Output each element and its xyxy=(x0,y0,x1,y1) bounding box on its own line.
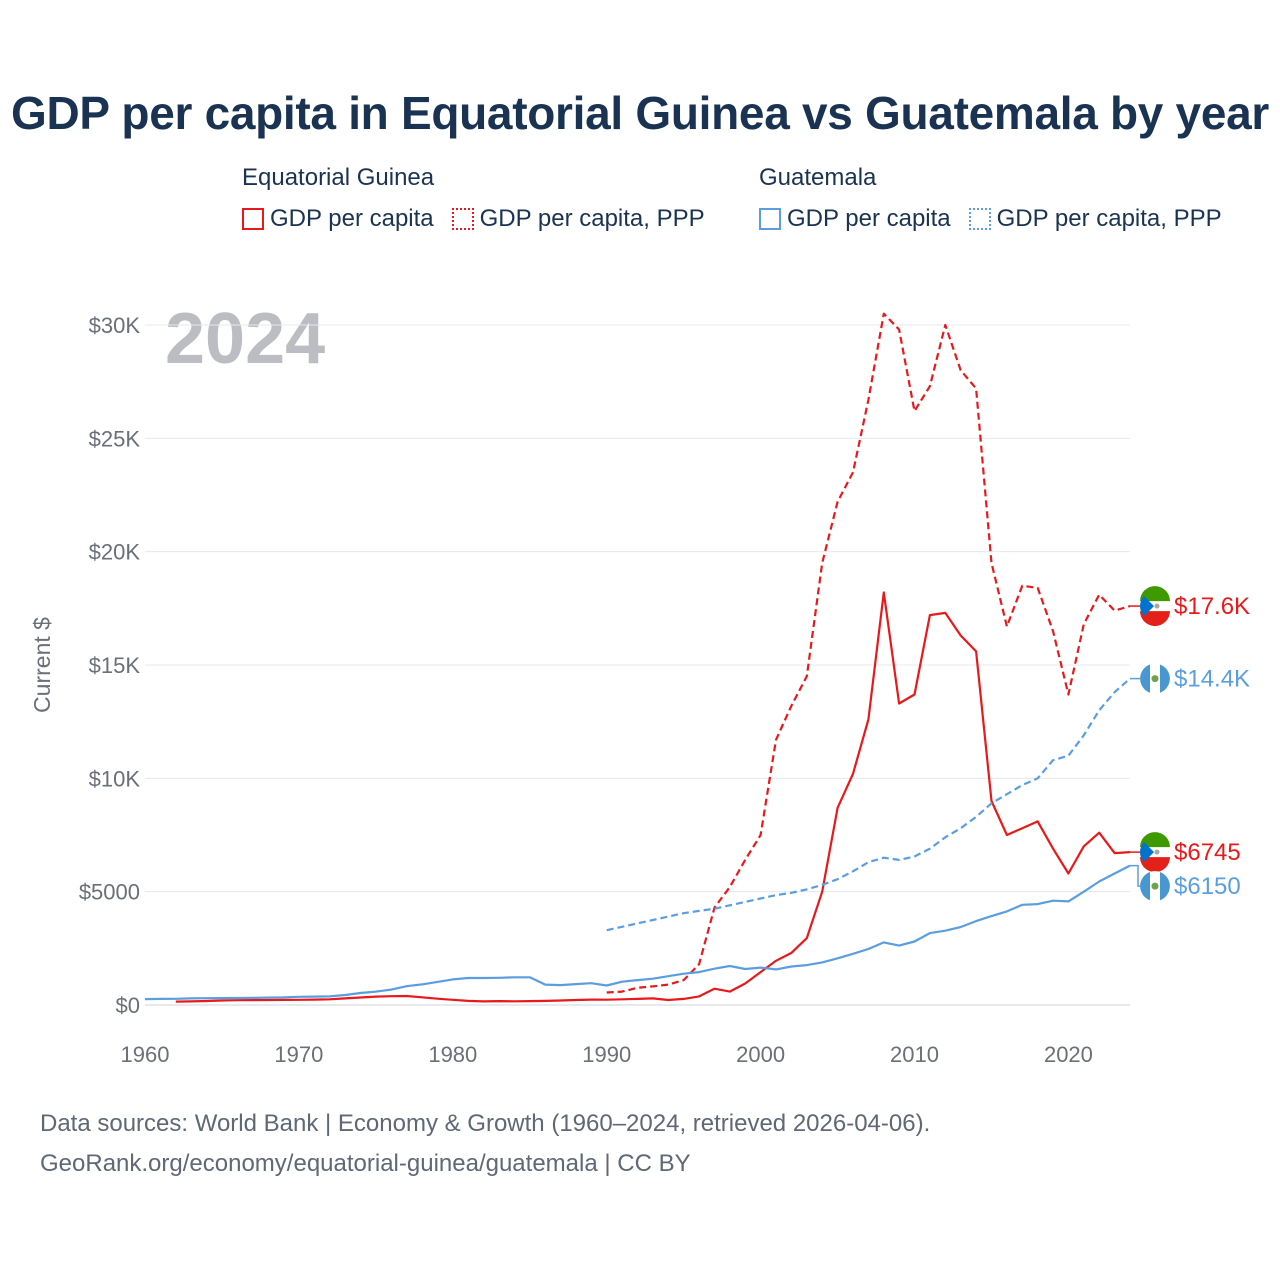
flag-band-blue-left xyxy=(1140,664,1150,693)
legend-item-gtm-gdp[interactable]: GDP per capita xyxy=(759,204,951,234)
series-line-1 xyxy=(606,312,1131,994)
data-source-note: Data sources: World Bank | Economy & Gro… xyxy=(40,1104,930,1184)
legend-group-name: Guatemala xyxy=(759,164,877,191)
legend-group-guatemala: Guatemala GDP per capita GDP per capita,… xyxy=(759,162,1222,234)
y-tick-label: $0 xyxy=(116,993,140,1018)
y-tick-label: $10K xyxy=(89,766,141,791)
flag-emblem xyxy=(1151,882,1159,890)
flag-emblem xyxy=(1154,603,1160,609)
dashed-line-swatch-icon xyxy=(451,208,474,230)
end-label-connector xyxy=(1130,864,1142,887)
y-tick-label: $30K xyxy=(89,313,141,338)
solid-line-swatch-icon xyxy=(759,208,781,230)
legend-group-name: Equatorial Guinea xyxy=(242,164,435,191)
y-tick-label: $20K xyxy=(89,540,141,565)
legend-item-gtm-gdp-ppp[interactable]: GDP per capita, PPP xyxy=(968,204,1222,234)
series-line-2 xyxy=(144,864,1131,1001)
flag-band-red xyxy=(1140,611,1170,627)
legend-item-label: GDP per capita, PPP xyxy=(996,205,1222,232)
legend-item-eqg-gdp-ppp[interactable]: GDP per capita, PPP xyxy=(451,204,705,234)
flag-band-blue-right xyxy=(1160,872,1170,901)
end-value-label: $6745 xyxy=(1174,839,1241,866)
flag-emblem xyxy=(1154,849,1160,855)
flag-band-green xyxy=(1140,586,1170,602)
flag-band-blue-left xyxy=(1140,872,1150,901)
legend-item-label: GDP per capita xyxy=(787,205,951,232)
chart-title: GDP per capita in Equatorial Guinea vs G… xyxy=(10,87,1270,139)
y-tick-label: $15K xyxy=(89,653,141,678)
source-line-2[interactable]: GeoRank.org/economy/equatorial-guinea/gu… xyxy=(40,1150,691,1177)
y-tick-label: $25K xyxy=(89,426,141,451)
flag-band-green xyxy=(1140,832,1170,848)
x-tick-label: 2000 xyxy=(736,1042,785,1067)
end-value-label: $14.4K xyxy=(1174,666,1250,693)
solid-line-swatch-icon xyxy=(242,208,264,230)
flag-triangle-blue xyxy=(1140,842,1154,863)
y-tick-label: $5000 xyxy=(79,880,140,905)
dashed-line-swatch-icon xyxy=(968,208,991,230)
x-tick-label: 1980 xyxy=(428,1042,477,1067)
series-line-0 xyxy=(175,591,1131,1003)
x-tick-label: 1960 xyxy=(121,1042,170,1067)
legend-item-eqg-gdp[interactable]: GDP per capita xyxy=(242,204,434,234)
x-tick-label: 1990 xyxy=(582,1042,631,1067)
y-axis-label: Current $ xyxy=(29,617,55,713)
source-line-1: Data sources: World Bank | Economy & Gro… xyxy=(40,1110,931,1137)
legend-item-label: GDP per capita xyxy=(270,205,434,232)
flag-band-red xyxy=(1140,857,1170,873)
year-stamp: 2024 xyxy=(165,299,325,379)
flag-band-blue-right xyxy=(1160,664,1170,693)
flag-triangle-blue xyxy=(1140,596,1154,617)
series-line-3 xyxy=(606,677,1131,932)
flag-emblem xyxy=(1151,675,1159,683)
legend-group-equatorial-guinea: Equatorial Guinea GDP per capita GDP per… xyxy=(242,162,705,234)
legend-item-label: GDP per capita, PPP xyxy=(479,205,705,232)
x-tick-label: 1970 xyxy=(274,1042,323,1067)
x-tick-label: 2020 xyxy=(1044,1042,1093,1067)
x-tick-label: 2010 xyxy=(890,1042,939,1067)
end-value-label: $6150 xyxy=(1174,873,1241,900)
end-value-label: $17.6K xyxy=(1174,593,1250,620)
